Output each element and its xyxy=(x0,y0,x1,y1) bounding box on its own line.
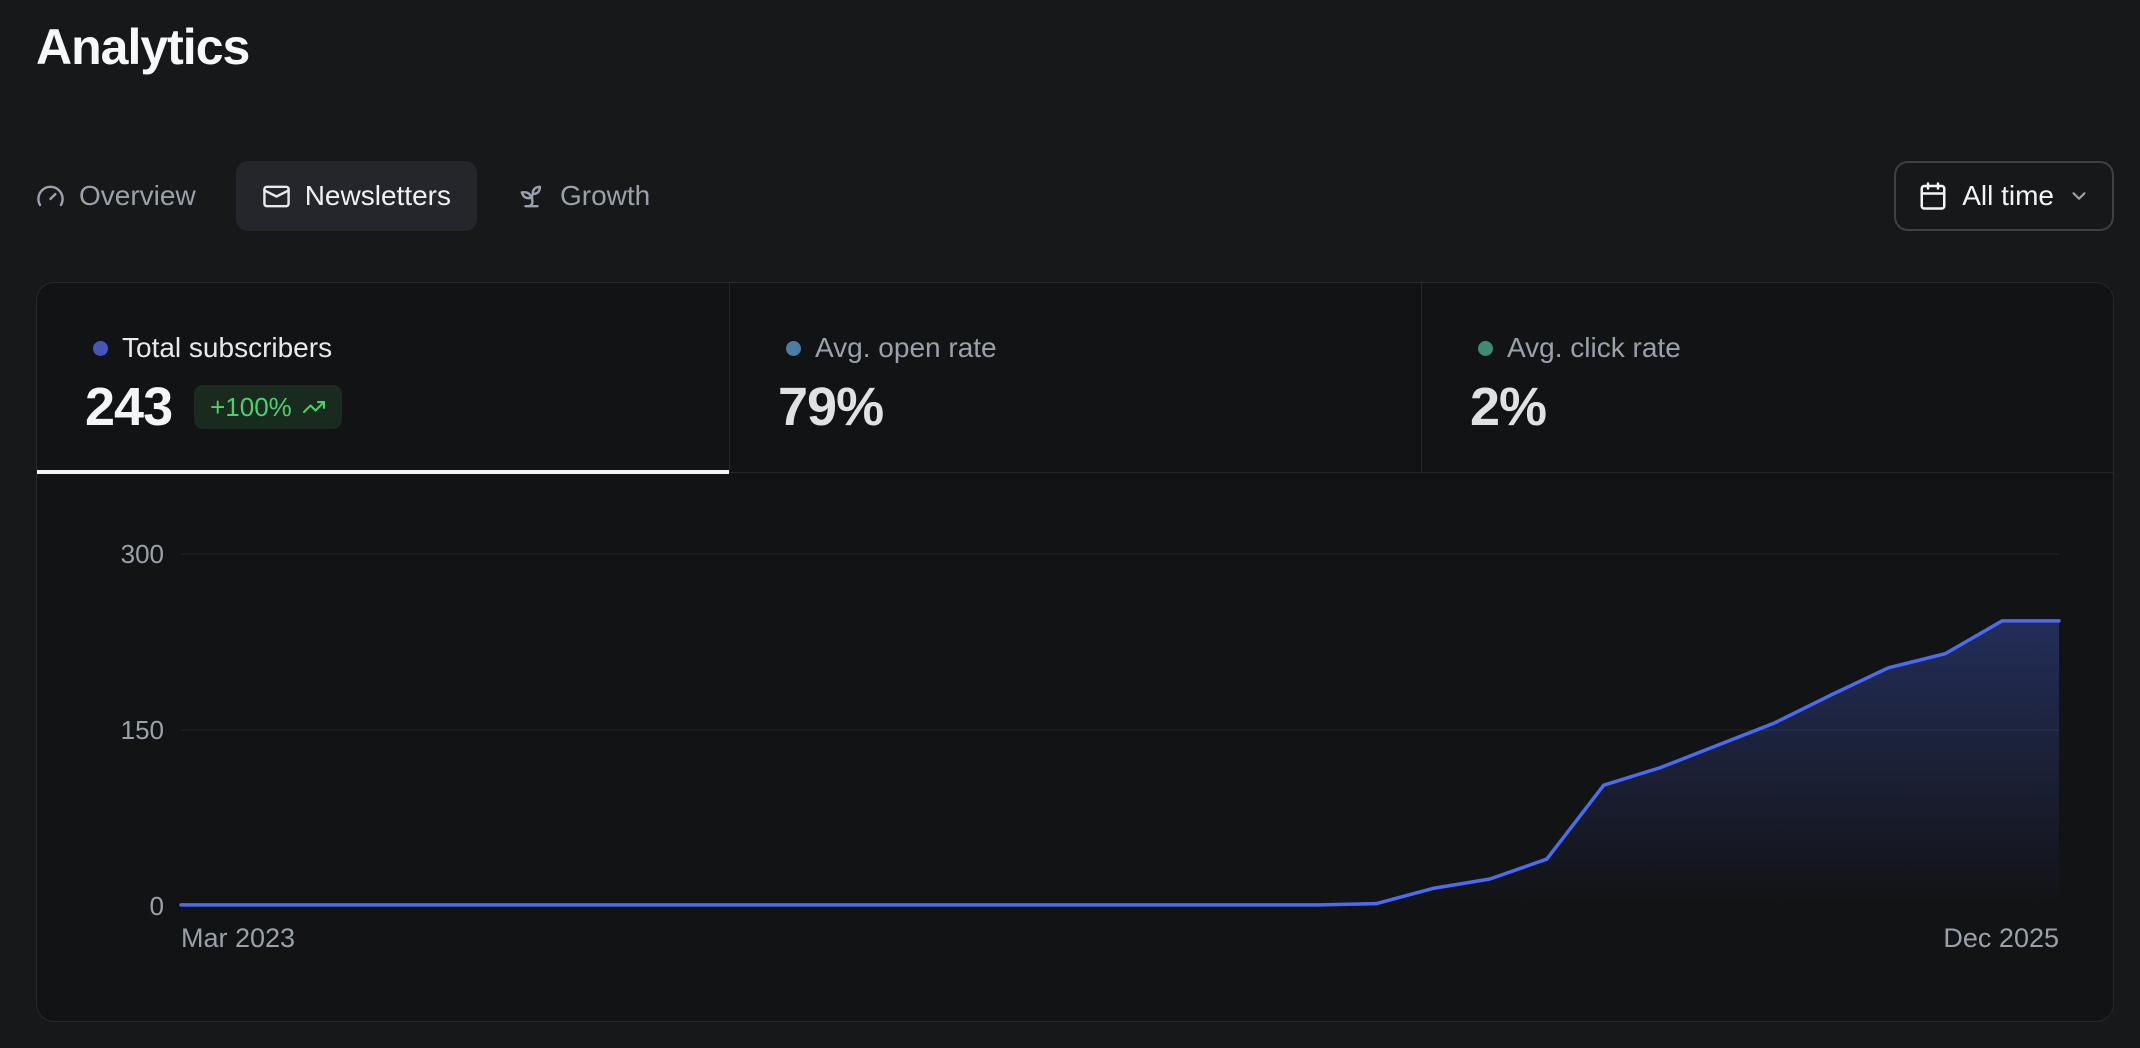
stat-label: Total subscribers xyxy=(122,332,333,363)
stat-label-row: Avg. open rate xyxy=(786,332,1421,363)
stat-avg-click-rate[interactable]: Avg. click rate 2% xyxy=(1421,283,2113,472)
stat-total-subscribers[interactable]: Total subscribers 243 +100% xyxy=(37,283,729,474)
sprout-icon xyxy=(517,182,546,211)
subscribers-dot xyxy=(93,340,108,356)
svg-text:0: 0 xyxy=(150,891,164,921)
chevron-down-icon xyxy=(2072,192,2086,200)
stat-label: Avg. open rate xyxy=(815,332,997,363)
tab-growth[interactable]: Growth xyxy=(517,161,650,231)
trending-up-icon xyxy=(302,401,325,413)
stat-value: 2% xyxy=(1470,377,1547,437)
calendar-icon xyxy=(1920,182,1946,210)
stat-value-row: 79% xyxy=(778,379,1421,435)
growth-badge: +100% xyxy=(194,385,342,429)
growth-badge-label: +100% xyxy=(210,391,292,422)
stat-value: 243 xyxy=(85,377,173,437)
mail-icon xyxy=(262,182,291,211)
chart-area[interactable]: 0 150 300 Mar 2023 Dec 2025 xyxy=(37,473,2113,1022)
tab-newsletters[interactable]: Newsletters xyxy=(235,161,477,231)
svg-text:300: 300 xyxy=(121,539,164,569)
stat-value-row: 243 +100% xyxy=(85,379,729,435)
svg-text:Mar 2023: Mar 2023 xyxy=(181,923,295,953)
stat-value: 79% xyxy=(778,377,884,437)
tab-overview[interactable]: Overview xyxy=(36,161,196,231)
date-range-label: All time xyxy=(1962,180,2054,211)
toolbar: Overview Newsletters Growth All time xyxy=(36,161,2114,231)
gauge-icon xyxy=(36,182,65,211)
tab-overview-label: Overview xyxy=(79,180,196,211)
tab-newsletters-label: Newsletters xyxy=(304,180,451,211)
tab-bar: Overview Newsletters Growth xyxy=(36,161,650,231)
svg-text:Dec 2025: Dec 2025 xyxy=(1943,923,2059,953)
click-rate-dot xyxy=(1478,340,1493,356)
date-range-button[interactable]: All time xyxy=(1894,161,2114,231)
svg-text:150: 150 xyxy=(121,715,164,745)
tab-growth-label: Growth xyxy=(559,180,651,211)
analytics-card: Total subscribers 243 +100% Avg. open ra… xyxy=(36,282,2114,1022)
stat-label: Avg. click rate xyxy=(1507,332,1681,363)
page-title: Analytics xyxy=(36,19,250,75)
stat-label-row: Avg. click rate xyxy=(1478,332,2113,363)
stat-label-row: Total subscribers xyxy=(93,332,729,363)
stats-row: Total subscribers 243 +100% Avg. open ra… xyxy=(37,283,2113,474)
subscribers-chart: 0 150 300 Mar 2023 Dec 2025 xyxy=(121,539,2061,953)
stat-value-row: 2% xyxy=(1470,379,2113,435)
stat-avg-open-rate[interactable]: Avg. open rate 79% xyxy=(729,283,1421,472)
open-rate-dot xyxy=(786,340,801,356)
